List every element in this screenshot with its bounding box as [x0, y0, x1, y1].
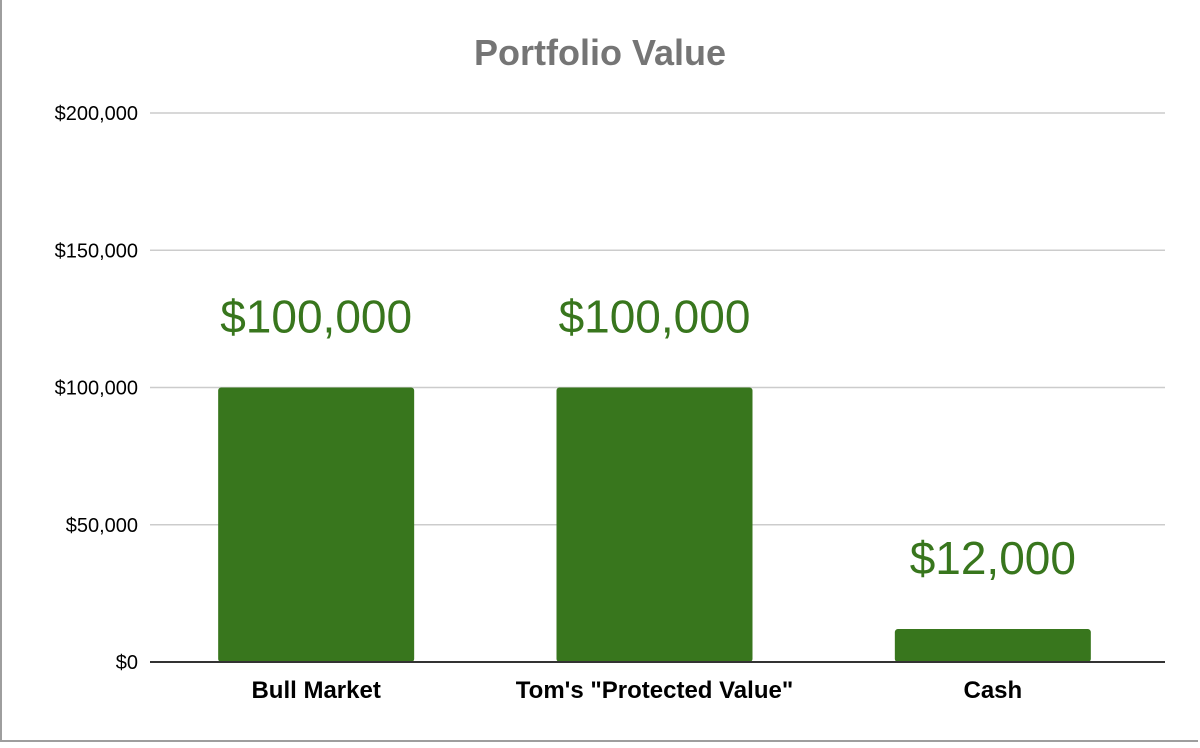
y-tick-label: $100,000 — [55, 378, 138, 400]
x-tick-label: Tom's "Protected Value" — [516, 677, 793, 704]
data-labels: $100,000 $100,000 $12,000 — [220, 291, 1076, 585]
bars — [218, 387, 1091, 662]
y-tick-label: $50,000 — [66, 515, 138, 537]
x-tick-label: Bull Market — [251, 677, 380, 704]
data-label: $100,000 — [220, 291, 412, 343]
chart-title: Portfolio Value — [473, 32, 727, 73]
y-tick-label: $200,000 — [55, 103, 138, 125]
x-tick-label: Cash — [963, 677, 1022, 704]
bar — [218, 387, 415, 662]
data-label: $12,000 — [910, 532, 1076, 584]
bar — [556, 387, 753, 662]
data-label: $100,000 — [559, 291, 751, 343]
y-axis-ticks: $0 $50,000 $100,000 $150,000 $200,000 — [55, 103, 138, 674]
y-tick-label: $150,000 — [55, 240, 138, 262]
x-axis-ticks: Bull Market Tom's "Protected Value" Cash — [251, 677, 1022, 704]
y-tick-label: $0 — [116, 652, 138, 674]
bar — [894, 629, 1091, 662]
